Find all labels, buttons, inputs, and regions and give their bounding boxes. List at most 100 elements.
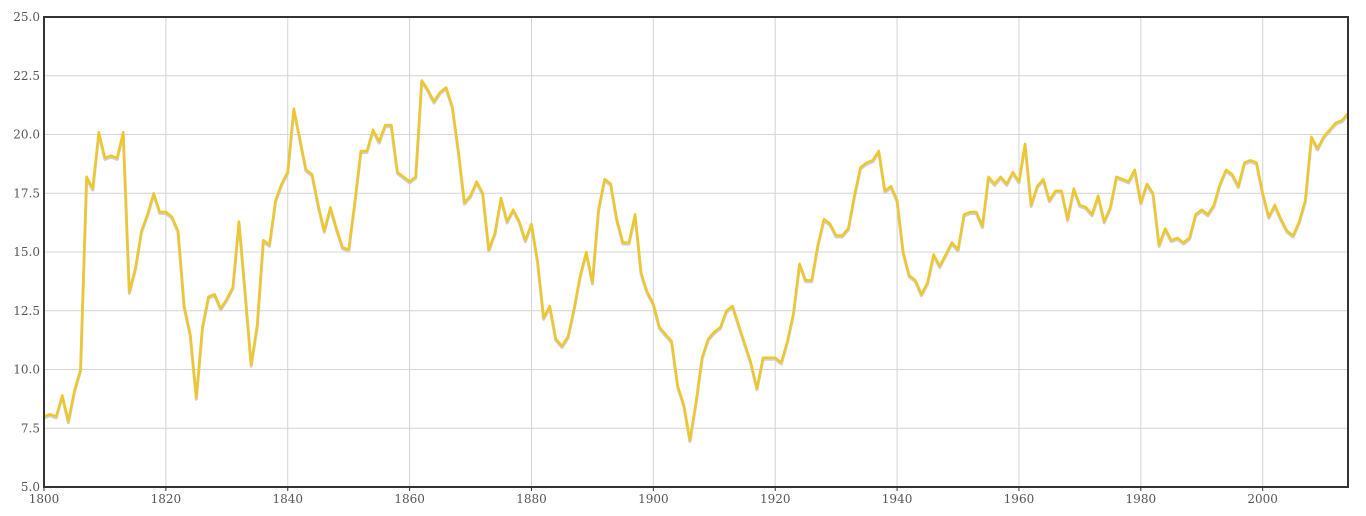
data-point: [165, 211, 167, 213]
data-point: [1134, 169, 1136, 171]
data-point: [1085, 207, 1087, 209]
data-point: [677, 385, 679, 387]
data-point: [1030, 204, 1032, 206]
data-point: [49, 413, 51, 415]
data-point: [1317, 148, 1319, 150]
data-point: [854, 195, 856, 197]
data-point: [695, 402, 697, 404]
data-point: [713, 331, 715, 333]
data-point: [872, 160, 874, 162]
data-point: [537, 261, 539, 263]
data-point: [969, 211, 971, 213]
data-point: [653, 303, 655, 305]
data-point: [793, 312, 795, 314]
data-point: [525, 239, 527, 241]
data-point: [122, 131, 124, 133]
data-point: [1207, 214, 1209, 216]
data-point: [220, 308, 222, 310]
data-point: [92, 188, 94, 190]
data-point: [1280, 218, 1282, 220]
data-point: [1268, 216, 1270, 218]
x-tick-label: 1860: [394, 492, 425, 506]
data-point: [269, 244, 271, 246]
data-point: [561, 345, 563, 347]
data-point: [1164, 228, 1166, 230]
data-point: [232, 286, 234, 288]
data-point: [549, 305, 551, 307]
data-point: [238, 221, 240, 223]
data-point: [476, 181, 478, 183]
y-tick-label: 5.0: [21, 480, 40, 494]
data-point: [1128, 181, 1130, 183]
x-tick-label: 1960: [1004, 492, 1035, 506]
y-axis: 5.0 7.5 10.0 12.5 15.0 17.5 20.0 22.5 25.0: [13, 10, 40, 494]
data-point: [451, 106, 453, 108]
data-point: [988, 176, 990, 178]
x-tick-label: 1840: [272, 492, 303, 506]
data-point: [263, 239, 265, 241]
data-point: [433, 101, 435, 103]
data-point: [104, 157, 106, 159]
data-point: [226, 298, 228, 300]
data-point: [823, 218, 825, 220]
y-tick-label: 17.5: [13, 186, 40, 200]
data-point: [592, 282, 594, 284]
data-point: [610, 183, 612, 185]
data-point: [860, 167, 862, 169]
data-point: [616, 218, 618, 220]
data-point: [1043, 178, 1045, 180]
data-point: [1091, 214, 1093, 216]
series-line: [43, 79, 1349, 442]
data-point: [275, 200, 277, 202]
data-point: [829, 223, 831, 225]
x-tick-label: 1980: [1126, 492, 1157, 506]
data-point: [921, 294, 923, 296]
data-point: [439, 91, 441, 93]
data-point: [841, 235, 843, 237]
data-point: [1036, 185, 1038, 187]
data-point: [707, 338, 709, 340]
data-point: [360, 150, 362, 152]
data-point: [756, 388, 758, 390]
data-point: [762, 357, 764, 359]
data-point: [336, 228, 338, 230]
data-point: [1213, 204, 1215, 206]
x-tick-label: 1900: [638, 492, 669, 506]
data-point: [915, 279, 917, 281]
x-tick-label: 1800: [29, 492, 60, 506]
data-point: [1298, 221, 1300, 223]
data-point: [141, 230, 143, 232]
data-point: [1146, 183, 1148, 185]
data-point: [726, 310, 728, 312]
data-point: [579, 275, 581, 277]
data-point: [189, 333, 191, 335]
data-point: [531, 223, 533, 225]
data-point: [147, 214, 149, 216]
data-point: [787, 341, 789, 343]
data-point: [738, 324, 740, 326]
data-point: [908, 275, 910, 277]
data-point: [1183, 242, 1185, 244]
data-point: [1329, 129, 1331, 131]
plot-frame: [43, 16, 1349, 488]
data-point: [1000, 176, 1002, 178]
x-tick-label: 1880: [516, 492, 547, 506]
data-point: [1055, 190, 1057, 192]
data-point: [1225, 169, 1227, 171]
data-point: [1158, 244, 1160, 246]
data-point: [1335, 122, 1337, 124]
data-point: [1305, 200, 1307, 202]
y-tick-label: 10.0: [13, 363, 40, 377]
data-point: [1170, 239, 1172, 241]
data-point: [957, 249, 959, 251]
data-point: [1256, 162, 1258, 164]
data-point: [799, 263, 801, 265]
data-point: [774, 357, 776, 359]
data-point: [129, 291, 131, 293]
data-point: [1122, 178, 1124, 180]
data-point: [945, 254, 947, 256]
data-point: [183, 305, 185, 307]
data-point: [1012, 171, 1014, 173]
data-point: [543, 317, 545, 319]
data-point: [976, 211, 978, 213]
